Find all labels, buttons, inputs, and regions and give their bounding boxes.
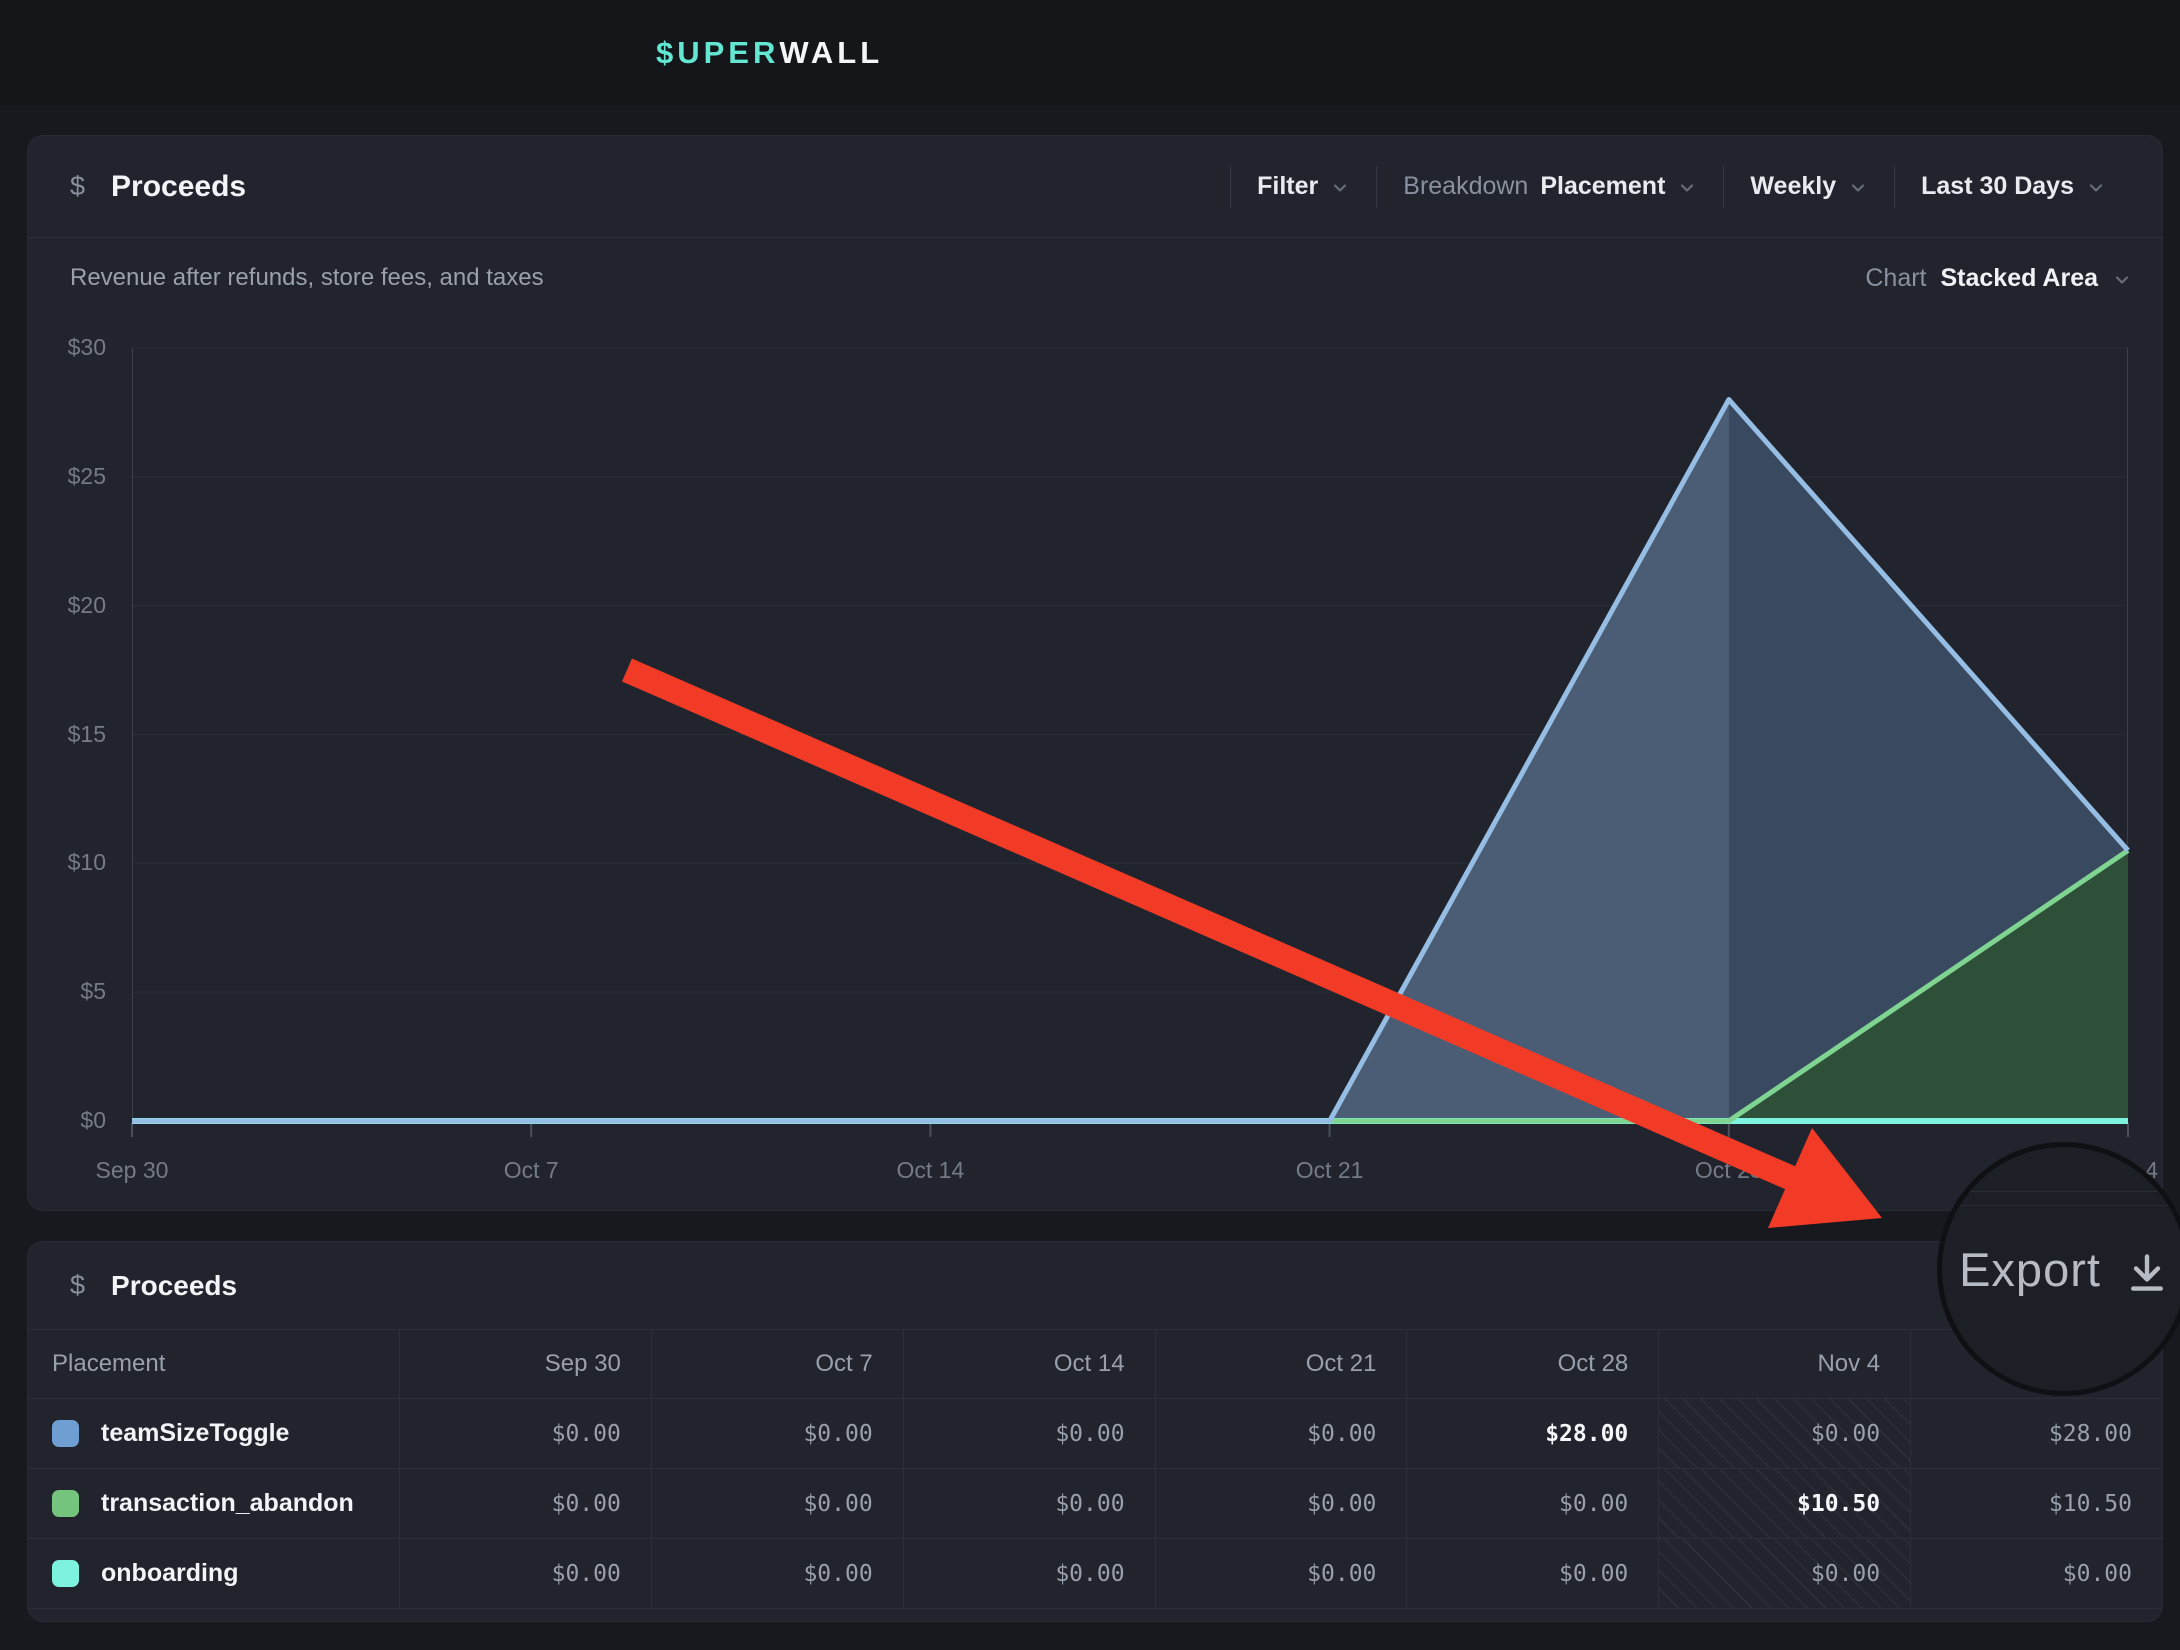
divider: [1942, 1191, 2180, 1192]
filter-dropdown[interactable]: Filter: [1231, 172, 1376, 201]
y-tick-label: $20: [67, 591, 106, 618]
y-tick-label: $10: [67, 849, 106, 876]
x-tick-label: Oct 21: [1295, 1157, 1364, 1183]
chart-subheader: Revenue after refunds, store fees, and t…: [28, 238, 2162, 318]
logo-suffix: WALL: [779, 34, 884, 70]
table-cell: $28.00: [1406, 1399, 1659, 1469]
superwall-logo: $UPER WALL: [656, 0, 883, 105]
chevron-down-icon: [2115, 275, 2129, 284]
chevron-down-icon: [1334, 184, 1347, 192]
chart-card-header: $ Proceeds Filter Breakdown Placement We…: [28, 136, 2162, 238]
table-card-header: $ Proceeds: [28, 1242, 2162, 1329]
y-tick-label: $15: [67, 720, 106, 747]
date-range-dropdown[interactable]: Last 30 Days: [1895, 172, 2132, 201]
table-cell: $0.00: [650, 1539, 903, 1609]
column-header: Placement: [28, 1329, 399, 1399]
breakdown-value: Placement: [1540, 172, 1666, 200]
y-tick-label: $0: [80, 1107, 106, 1133]
y-tick-label: $5: [80, 978, 106, 1005]
column-header: Oct 7: [650, 1329, 903, 1399]
legend-swatch: [52, 1490, 79, 1517]
divider: [1230, 165, 1232, 208]
y-tick-label: $30: [67, 334, 106, 360]
table-cell: $0.00: [902, 1469, 1155, 1539]
table-cell: $0.00: [1154, 1399, 1407, 1469]
placement-name: teamSizeToggle: [101, 1419, 290, 1447]
breakdown-dropdown[interactable]: Breakdown Placement: [1377, 172, 1723, 201]
placement-breakdown-table: Placement Sep 30 Oct 7 Oct 14 Oct 21 Oct 28 No…: [28, 1329, 2162, 1609]
table-cell: $0.00: [1910, 1539, 2162, 1609]
y-tick-label: $25: [67, 462, 106, 489]
table-cell: $28.00: [1910, 1399, 2162, 1469]
table-card-title: Proceeds: [111, 1269, 238, 1301]
table-cell: $0.00: [1406, 1469, 1659, 1539]
table-cell: $10.50: [1658, 1469, 1911, 1539]
placement-row-transaction_abandon[interactable]: transaction_abandon: [28, 1469, 399, 1539]
chart-type-value: Stacked Area: [1940, 263, 2099, 292]
table-cell: $0.00: [399, 1539, 651, 1609]
dollar-icon: $: [70, 171, 86, 201]
column-header: Nov 4: [1658, 1329, 1911, 1399]
chart-type-label: Chart: [1865, 263, 1927, 292]
x-tick-label: Oct 28: [1694, 1157, 1763, 1183]
table-cell: $0.00: [650, 1469, 903, 1539]
chart-type-dropdown[interactable]: Chart Stacked Area: [1865, 264, 2132, 293]
divider: [1942, 1205, 2180, 1206]
range-value: Last 30 Days: [1921, 172, 2074, 200]
column-header: Oct 28: [1406, 1329, 1659, 1399]
proceeds-chart-card: $ Proceeds Filter Breakdown Placement We…: [27, 135, 2163, 1211]
table-cell: $10.50: [1910, 1469, 2162, 1539]
chart-card-title: Proceeds: [111, 169, 247, 203]
chart-subtitle: Revenue after refunds, store fees, and t…: [70, 264, 544, 291]
placement-row-onboarding[interactable]: onboarding: [28, 1539, 399, 1609]
legend-swatch: [52, 1560, 79, 1587]
download-icon: [2130, 1254, 2163, 1291]
dollar-icon: $: [70, 1270, 86, 1300]
proceeds-table-card: $ Proceeds Placement Sep 30 Oct 7 Oct 14 Oct…: [27, 1241, 2163, 1622]
x-tick-label: Sep 30: [95, 1157, 169, 1183]
logo-prefix: $UPER: [656, 34, 780, 70]
table-cell: $0.00: [1406, 1539, 1659, 1609]
chevron-down-icon: [2089, 184, 2103, 192]
table-cell: $0.00: [902, 1399, 1155, 1469]
column-header: Oct 14: [902, 1329, 1155, 1399]
filter-label: Filter: [1257, 172, 1319, 200]
placement-row-teamSizeToggle[interactable]: teamSizeToggle: [28, 1399, 399, 1469]
placement-name: transaction_abandon: [101, 1489, 354, 1517]
table-cell: $0.00: [902, 1539, 1155, 1609]
export-label: Export: [1959, 1242, 2101, 1296]
export-button[interactable]: Export: [1937, 1142, 2180, 1396]
divider: [1894, 165, 1896, 208]
x-tick-label: Oct 7: [503, 1157, 559, 1183]
table-cell: $0.00: [399, 1469, 651, 1539]
period-value: Weekly: [1750, 172, 1837, 200]
table-cell: $0.00: [1658, 1399, 1911, 1469]
chevron-down-icon: [1852, 184, 1865, 192]
chart-controls: Filter Breakdown Placement Weekly Last 3…: [1230, 165, 2132, 208]
table-cell: $0.00: [1658, 1539, 1911, 1609]
table-cell: $0.00: [650, 1399, 903, 1469]
breakdown-label: Breakdown: [1403, 172, 1529, 200]
legend-swatch: [52, 1420, 79, 1447]
stacked-area-chart: [131, 347, 2130, 1141]
table-cell: $0.00: [1154, 1539, 1407, 1609]
x-tick-label: Oct 14: [896, 1157, 965, 1183]
divider: [1723, 165, 1725, 208]
column-header: Oct 21: [1154, 1329, 1407, 1399]
table-cell: $0.00: [399, 1399, 651, 1469]
top-app-bar: $UPER WALL: [0, 0, 2180, 105]
chevron-down-icon: [1681, 184, 1694, 192]
divider: [1376, 165, 1378, 208]
placement-name: onboarding: [101, 1559, 239, 1587]
period-dropdown[interactable]: Weekly: [1724, 172, 1894, 201]
column-header: Sep 30: [399, 1329, 651, 1399]
table-cell: $0.00: [1154, 1469, 1407, 1539]
